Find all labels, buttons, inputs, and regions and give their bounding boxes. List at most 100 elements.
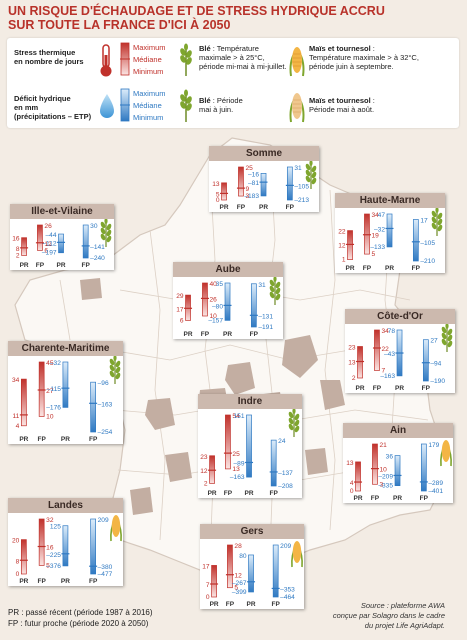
thermal-fp-bar: [38, 361, 45, 417]
ble-text-line: : Période: [210, 96, 243, 105]
data-label: 8: [16, 558, 20, 565]
period-label: FP: [420, 495, 429, 502]
mais-text-line: Période mai à août.: [309, 105, 375, 114]
data-label: 27: [430, 338, 438, 345]
data-label: –190: [430, 378, 445, 385]
page-title: UN RISQUE D'ÉCHAUDAGE ET DE STRESS HYDRI…: [8, 4, 448, 32]
data-label: –353: [280, 586, 295, 593]
water-pr-bar: [62, 525, 69, 567]
data-label: 6: [44, 247, 48, 254]
data-label: 5: [371, 251, 375, 258]
data-label: 25: [245, 165, 253, 172]
data-label: 13: [348, 360, 356, 367]
data-label: 17: [202, 563, 210, 570]
period-label: FP: [412, 265, 421, 272]
period-label: PR: [19, 436, 28, 443]
mais-title: Maïs et tournesol: [309, 44, 371, 53]
data-label: 24: [278, 438, 286, 445]
water-legend-bar: [120, 88, 130, 122]
water-max-label: Maximum: [133, 89, 166, 98]
data-label: –213: [294, 197, 309, 204]
region-card: Côte-d'Or 23 13 2 PR 34 22 7 FP 78 –43 –163 PR 27 –94–…: [345, 309, 455, 393]
data-label: 12: [338, 242, 346, 249]
dept-highlight: [130, 487, 153, 515]
thermal-fp-bar: [38, 518, 45, 566]
data-label: 7: [381, 368, 385, 375]
thermal-pr-bar: [355, 461, 361, 492]
data-label: –105: [294, 183, 309, 190]
data-label: –464: [280, 594, 295, 601]
thermal-fp-bar: [374, 329, 380, 371]
data-label: –254: [98, 429, 113, 436]
ble-text-line: : Température: [210, 44, 259, 53]
fp-definition: FP : futur proche (période 2020 à 2050): [8, 619, 149, 628]
thermal-min-label: Minimum: [133, 67, 164, 76]
period-label: FP: [422, 385, 431, 392]
data-label: 47: [378, 212, 386, 219]
data-label: 22: [338, 229, 346, 236]
water-legend-label: Déficit hydrique en mm (précipitations –…: [14, 94, 91, 121]
thermal-legend-bar: [120, 42, 130, 76]
data-label: 2: [16, 252, 20, 259]
data-label: –191: [258, 324, 273, 331]
thermal-pr-bar: [20, 378, 27, 427]
period-label: PR: [220, 204, 229, 211]
data-label: –43: [384, 351, 395, 358]
data-label: 40: [209, 281, 217, 288]
thermal-pr-bar: [221, 182, 227, 201]
ble-thermal-text: Blé : Température maximale > à 25°C, pér…: [199, 44, 287, 71]
period-label: PR: [385, 265, 394, 272]
data-label: 0: [350, 488, 354, 495]
wheat-icon: [269, 277, 281, 305]
data-label: 31: [294, 165, 302, 172]
data-label: –240: [90, 255, 105, 262]
period-label: FP: [250, 331, 259, 338]
data-label: 2: [204, 480, 208, 487]
data-label: 22: [381, 346, 389, 353]
title-line-1: UN RISQUE D'ÉCHAUDAGE ET DE STRESS HYDRI…: [8, 4, 385, 18]
data-label: 0: [16, 571, 20, 578]
dept-highlight: [145, 398, 175, 430]
data-label: 80: [239, 553, 247, 560]
wheat-icon: [180, 43, 192, 76]
mais-text-line: Température maximale > à 32°C,: [309, 53, 419, 62]
data-label: 0: [216, 197, 220, 204]
data-label: 5: [216, 191, 220, 198]
data-label: –399: [232, 589, 247, 596]
period-label: FP: [224, 490, 233, 497]
data-label: 32: [46, 517, 54, 524]
data-label: –210: [420, 258, 435, 265]
data-label: 26: [44, 223, 52, 230]
data-label: –183: [244, 193, 259, 200]
period-label: FP: [226, 601, 235, 608]
data-label: 5: [234, 585, 238, 592]
data-label: 13: [346, 460, 354, 467]
wheat-icon: [431, 208, 443, 236]
source-line: Source : plateforme AWA: [360, 601, 445, 610]
period-label: FP: [201, 331, 210, 338]
title-line-2: SUR TOUTE LA FRANCE D'ICI À 2050: [8, 18, 231, 32]
thermal-label-line: Stress thermique: [14, 48, 76, 57]
water-pr-bar: [260, 173, 267, 197]
data-label: 45: [46, 360, 54, 367]
data-label: 10: [46, 413, 54, 420]
data-label: 1: [342, 257, 346, 264]
ble-title: Blé: [199, 96, 211, 105]
data-label: 13: [232, 466, 240, 473]
data-label: 16: [46, 545, 54, 552]
corn-icon: [110, 515, 122, 542]
data-label: –80: [212, 303, 223, 310]
data-label: 29: [176, 293, 184, 300]
data-label: 209: [98, 517, 109, 524]
ble-title: Blé: [199, 44, 211, 53]
water-fp-bar: [422, 339, 429, 382]
data-label: 36: [386, 454, 394, 461]
highlighted-departments: [80, 278, 408, 515]
data-label: 31: [258, 282, 266, 289]
region-card: Charente-Maritime 34 11 4 PR 45 27 10 FP –32 –115 –…: [8, 341, 123, 444]
region-card: Haute-Marne 22 12 1 PR 34 19 5 FP 47 –32 –133 PR 17 –1…: [335, 193, 445, 273]
mais-text-line: :: [370, 96, 375, 105]
thermal-fp-bar: [225, 414, 231, 470]
